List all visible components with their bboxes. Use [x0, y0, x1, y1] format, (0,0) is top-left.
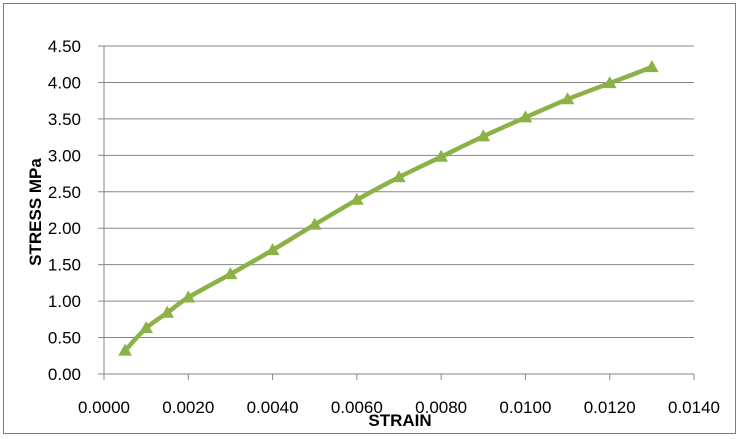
x-tick-label: 0.0040 [247, 398, 299, 417]
x-tick-label: 0.0080 [415, 398, 467, 417]
y-tick-label: 2.00 [48, 219, 81, 238]
y-tick-label: 1.50 [48, 256, 81, 275]
y-tick-label: 4.50 [48, 37, 81, 56]
data-point-marker [139, 321, 154, 334]
data-point-marker [349, 192, 364, 205]
data-point-marker [518, 110, 533, 123]
y-tick-label: 1.00 [48, 292, 81, 311]
series-line [122, 64, 655, 353]
gridlines [104, 45, 694, 339]
y-tick-label: 3.50 [48, 110, 81, 129]
x-tick-label: 0.0100 [499, 398, 551, 417]
x-tick-label: 0.0140 [668, 398, 720, 417]
x-tick-label: 0.0020 [162, 398, 214, 417]
x-axis-title: STRAIN [368, 411, 431, 430]
data-series [118, 60, 659, 356]
x-tick-label: 0.0060 [331, 398, 383, 417]
data-point-marker [392, 170, 406, 183]
y-tick-label: 0.00 [48, 365, 81, 384]
data-point-marker [118, 343, 132, 356]
data-point-marker [307, 217, 322, 230]
data-point-marker [160, 305, 175, 318]
data-point-marker [223, 267, 238, 280]
data-point-marker [560, 92, 575, 105]
y-tick-label: 4.00 [48, 73, 81, 92]
x-tick-label: 0.0000 [78, 398, 130, 417]
y-tick-label: 0.50 [48, 329, 81, 348]
y-tick-label: 2.50 [48, 183, 81, 202]
data-point-marker [602, 76, 617, 89]
data-point-marker [644, 60, 659, 73]
data-point-marker [265, 243, 280, 256]
data-point-marker [476, 129, 491, 142]
y-tick-label: 3.00 [48, 146, 81, 165]
y-tick-labels: 0.00 0.50 1.00 1.50 2.00 2.50 3.00 3.50 4.00 4.50 [48, 37, 81, 384]
x-tick-label: 0.0120 [584, 398, 636, 417]
x-tick-labels: 0.0000 0.0020 0.0040 0.0060 0.0080 0.0100 0.01… [78, 398, 720, 417]
data-point-marker [434, 149, 449, 162]
chart-frame [3, 3, 736, 434]
data-point-marker [181, 290, 196, 303]
y-axis-title: STRESS MPa [26, 158, 45, 266]
axes [98, 45, 695, 380]
